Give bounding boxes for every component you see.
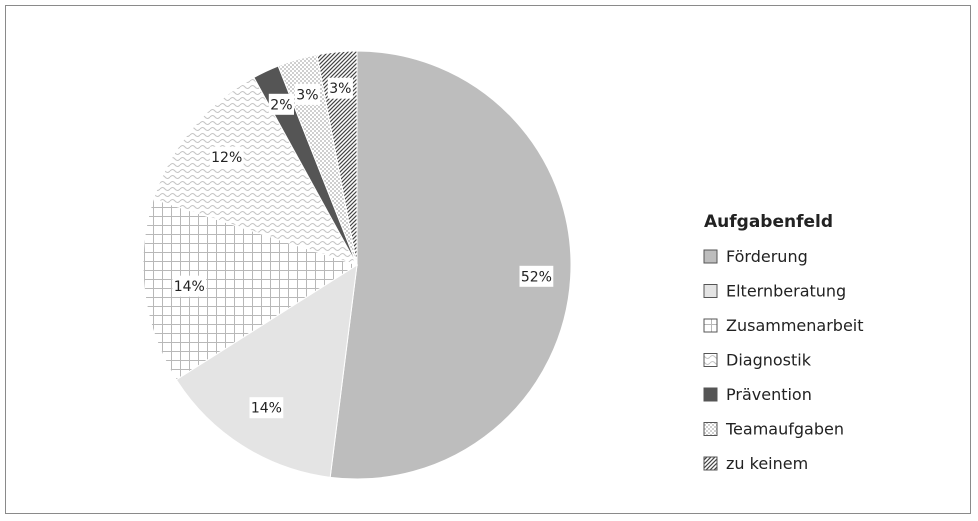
- legend-label-diagnostik: Diagnostik: [726, 351, 812, 370]
- pie-value-labels: 52%14%14%12%2%3% 3%: [172, 77, 554, 419]
- value-label-diagnostik: 12%: [211, 150, 242, 166]
- legend-swatch-zu-keinem: [703, 456, 718, 471]
- legend-swatch-teamaufgaben: [703, 422, 718, 436]
- legend-label-teamaufgaben: Teamaufgaben: [725, 420, 844, 439]
- pie-slice-diagnostik: [152, 76, 359, 266]
- value-label-elternberatung: 14%: [251, 401, 282, 417]
- legend-label-foerderung: Förderung: [726, 247, 808, 266]
- pie-slice-foerderung: [329, 50, 572, 480]
- legend-swatch-diagnostik: [703, 353, 718, 367]
- value-label-zusammenarbeit: 14%: [174, 279, 205, 295]
- legend-label-elternberatung: Elternberatung: [726, 282, 846, 301]
- value-label-praevention: 2%: [270, 97, 292, 113]
- value-label-foerderung: 52%: [521, 269, 552, 285]
- legend-label-zu-keinem: zu keinem: [726, 454, 808, 473]
- value-label-bg-zu-keinem: [327, 77, 353, 99]
- legend-swatch-zusammenarbeit: [703, 318, 718, 333]
- pie-slices: [142, 50, 572, 480]
- value-label-bg-foerderung: [519, 265, 554, 287]
- pie-slice-zu-keinem: [316, 50, 358, 266]
- legend: Aufgabenfeld Förderung Elternberatung Zusa…: [703, 212, 864, 473]
- value-label-bg-praevention: [268, 93, 294, 115]
- pie-slice-zusammenarbeit: [142, 198, 359, 381]
- pie-slice-elternberatung: [175, 264, 358, 478]
- legend-label-praevention: Prävention: [726, 385, 812, 404]
- legend-swatch-praevention: [703, 387, 718, 402]
- value-label-bg-zusammenarbeit: [172, 275, 207, 297]
- value-label-teamaufgaben: 3%: [296, 87, 318, 103]
- value-label-bg-diagnostik: [209, 146, 244, 168]
- legend-swatch-elternberatung: [703, 284, 718, 298]
- legend-swatch-foerderung: [703, 249, 718, 264]
- legend-title: Aufgabenfeld: [704, 212, 833, 232]
- value-label-zu-keinem: 3%: [329, 81, 351, 97]
- legend-label-zusammenarbeit: Zusammenarbeit: [726, 316, 864, 335]
- value-label-bg-teamaufgaben: [294, 83, 320, 105]
- value-label-bg-elternberatung: [249, 397, 284, 419]
- legend-items: Förderung Elternberatung Zusammenarbeit Dia…: [703, 247, 864, 473]
